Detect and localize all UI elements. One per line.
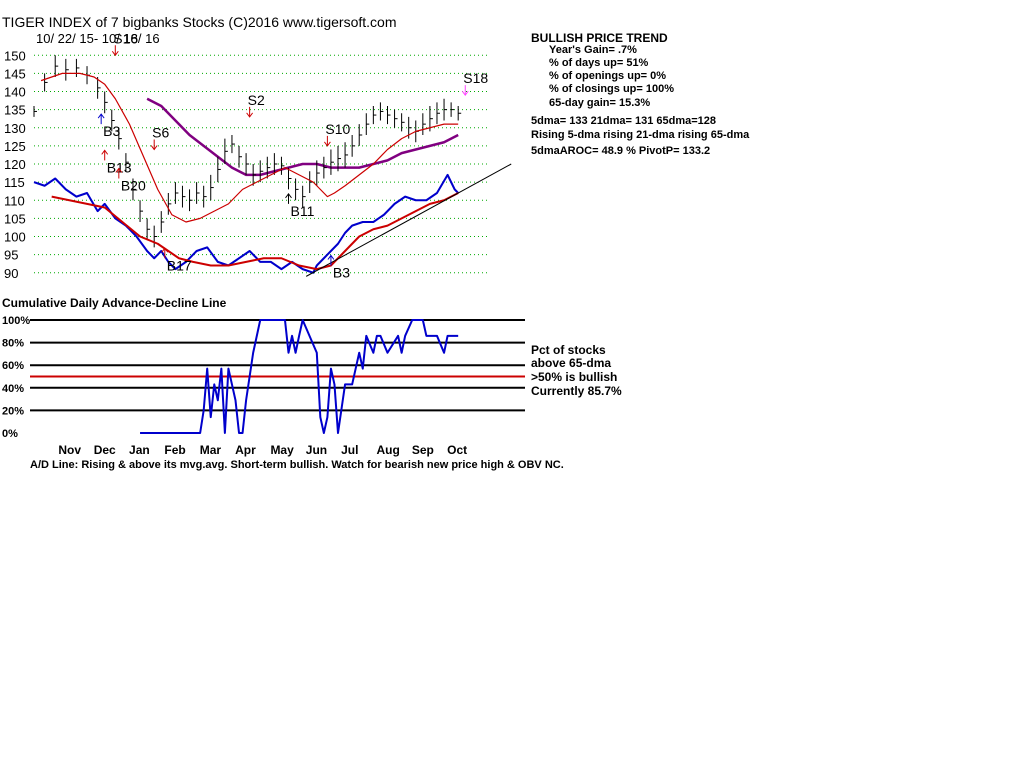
y-tick-label: 145 xyxy=(4,66,26,81)
signal-label: B20 xyxy=(121,178,146,194)
price-panel: 150 145 140 135 130 125 120 115 110 105 100 95 90 S1… xyxy=(4,30,512,281)
signal-label: S2 xyxy=(248,92,265,108)
signal-label: B11 xyxy=(291,203,315,219)
month-label: Jun xyxy=(306,443,327,457)
y-tick-label: 105 xyxy=(4,211,26,226)
month-label: Oct xyxy=(447,443,467,457)
trend-line: % of openings up= 0% xyxy=(549,70,666,82)
pct-tick-label: 40% xyxy=(2,383,24,395)
lower-legend-line: Currently 85.7% xyxy=(531,384,622,398)
month-label: Jul xyxy=(341,443,358,457)
signal-label: S6 xyxy=(152,125,169,141)
footer-note: A/D Line: Rising & above its mvg.avg. Sh… xyxy=(30,459,564,471)
month-label: Mar xyxy=(200,443,222,457)
lower-legend-line: above 65-dma xyxy=(531,356,611,370)
y-tick-label: 125 xyxy=(4,139,26,154)
signal-arrow-head xyxy=(246,112,254,118)
ad-moving-average xyxy=(51,192,459,271)
signal-label: S16 xyxy=(113,30,138,46)
month-label: Feb xyxy=(164,443,185,457)
signal-arrow-head xyxy=(111,50,119,57)
signal-arrow-head xyxy=(115,167,123,173)
y-tick-label: 130 xyxy=(4,121,26,136)
pct-tick-label: 100% xyxy=(2,315,30,327)
trend-line: 65-day gain= 15.3% xyxy=(549,97,650,109)
y-tick-label: 90 xyxy=(4,266,18,281)
signal-arrow-head xyxy=(161,247,169,253)
y-tick-label: 120 xyxy=(4,157,26,172)
y-tick-label: 110 xyxy=(4,193,25,208)
y-tick-label: 115 xyxy=(4,175,25,190)
signal-arrow-head xyxy=(461,90,469,96)
signal-arrow-head xyxy=(101,149,109,155)
y-tick-label: 95 xyxy=(4,248,18,263)
trend-heading: BULLISH PRICE TREND xyxy=(531,31,668,45)
month-label: Dec xyxy=(94,443,116,457)
month-label: Sep xyxy=(412,443,434,457)
month-label: Apr xyxy=(235,443,256,457)
y-tick-label: 100 xyxy=(4,230,26,245)
signal-label: B13 xyxy=(107,159,132,175)
signal-arrow-head xyxy=(97,113,105,119)
signal-label: S18 xyxy=(463,70,488,86)
ma65-line xyxy=(146,97,459,177)
signal-arrow-head xyxy=(150,145,158,151)
pct-tick-label: 80% xyxy=(2,338,24,350)
lower-panel-title: Cumulative Daily Advance-Decline Line xyxy=(2,296,227,310)
pct-panel: 100% 80% 60% 40% 20% 0% Nov Dec Jan Feb Mar Apr May… xyxy=(2,315,525,457)
signal-label: B3 xyxy=(103,123,120,139)
y-tick-label: 150 xyxy=(4,48,26,63)
lower-legend-line: Pct of stocks xyxy=(531,343,606,357)
aroc-pivot: 5dmaAROC= 48.9 % PivotP= 133.2 xyxy=(531,145,710,157)
lower-legend-line: >50% is bullish xyxy=(531,370,617,384)
ad-line xyxy=(33,173,459,274)
month-label: Jan xyxy=(129,443,150,457)
pct-tick-label: 20% xyxy=(2,405,24,417)
support-trendline xyxy=(305,163,512,277)
month-label: Aug xyxy=(376,443,399,457)
signal-label: B17 xyxy=(167,257,192,273)
month-label: Nov xyxy=(58,443,81,457)
pct-above-65dma-line xyxy=(140,319,459,434)
signal-label: B3 xyxy=(333,265,350,281)
signal-arrow-head xyxy=(285,193,292,199)
rising-status: Rising 5-dma rising 21-dma rising 65-dma xyxy=(531,129,750,141)
pct-tick-label: 60% xyxy=(2,360,24,372)
signal-label: S10 xyxy=(325,121,350,137)
signal-arrow-head xyxy=(323,141,331,147)
trend-line: Year's Gain= .7% xyxy=(549,44,637,56)
dma-values: 5dma= 133 21dma= 131 65dma=128 xyxy=(531,115,716,127)
trend-line: % of days up= 51% xyxy=(549,57,649,69)
chart-title: TIGER INDEX of 7 bigbanks Stocks (C)2016… xyxy=(2,14,396,30)
date-range: 10/ 22/ 15- 10/ 18/ 16 xyxy=(36,31,160,46)
ma21-line xyxy=(40,72,459,223)
month-label: May xyxy=(270,443,294,457)
pct-tick-label: 0% xyxy=(2,428,18,440)
trend-line: % of closings up= 100% xyxy=(549,83,674,95)
y-tick-label: 135 xyxy=(4,103,26,118)
signal-arrow-head xyxy=(327,254,335,260)
y-tick-label: 140 xyxy=(4,85,26,100)
